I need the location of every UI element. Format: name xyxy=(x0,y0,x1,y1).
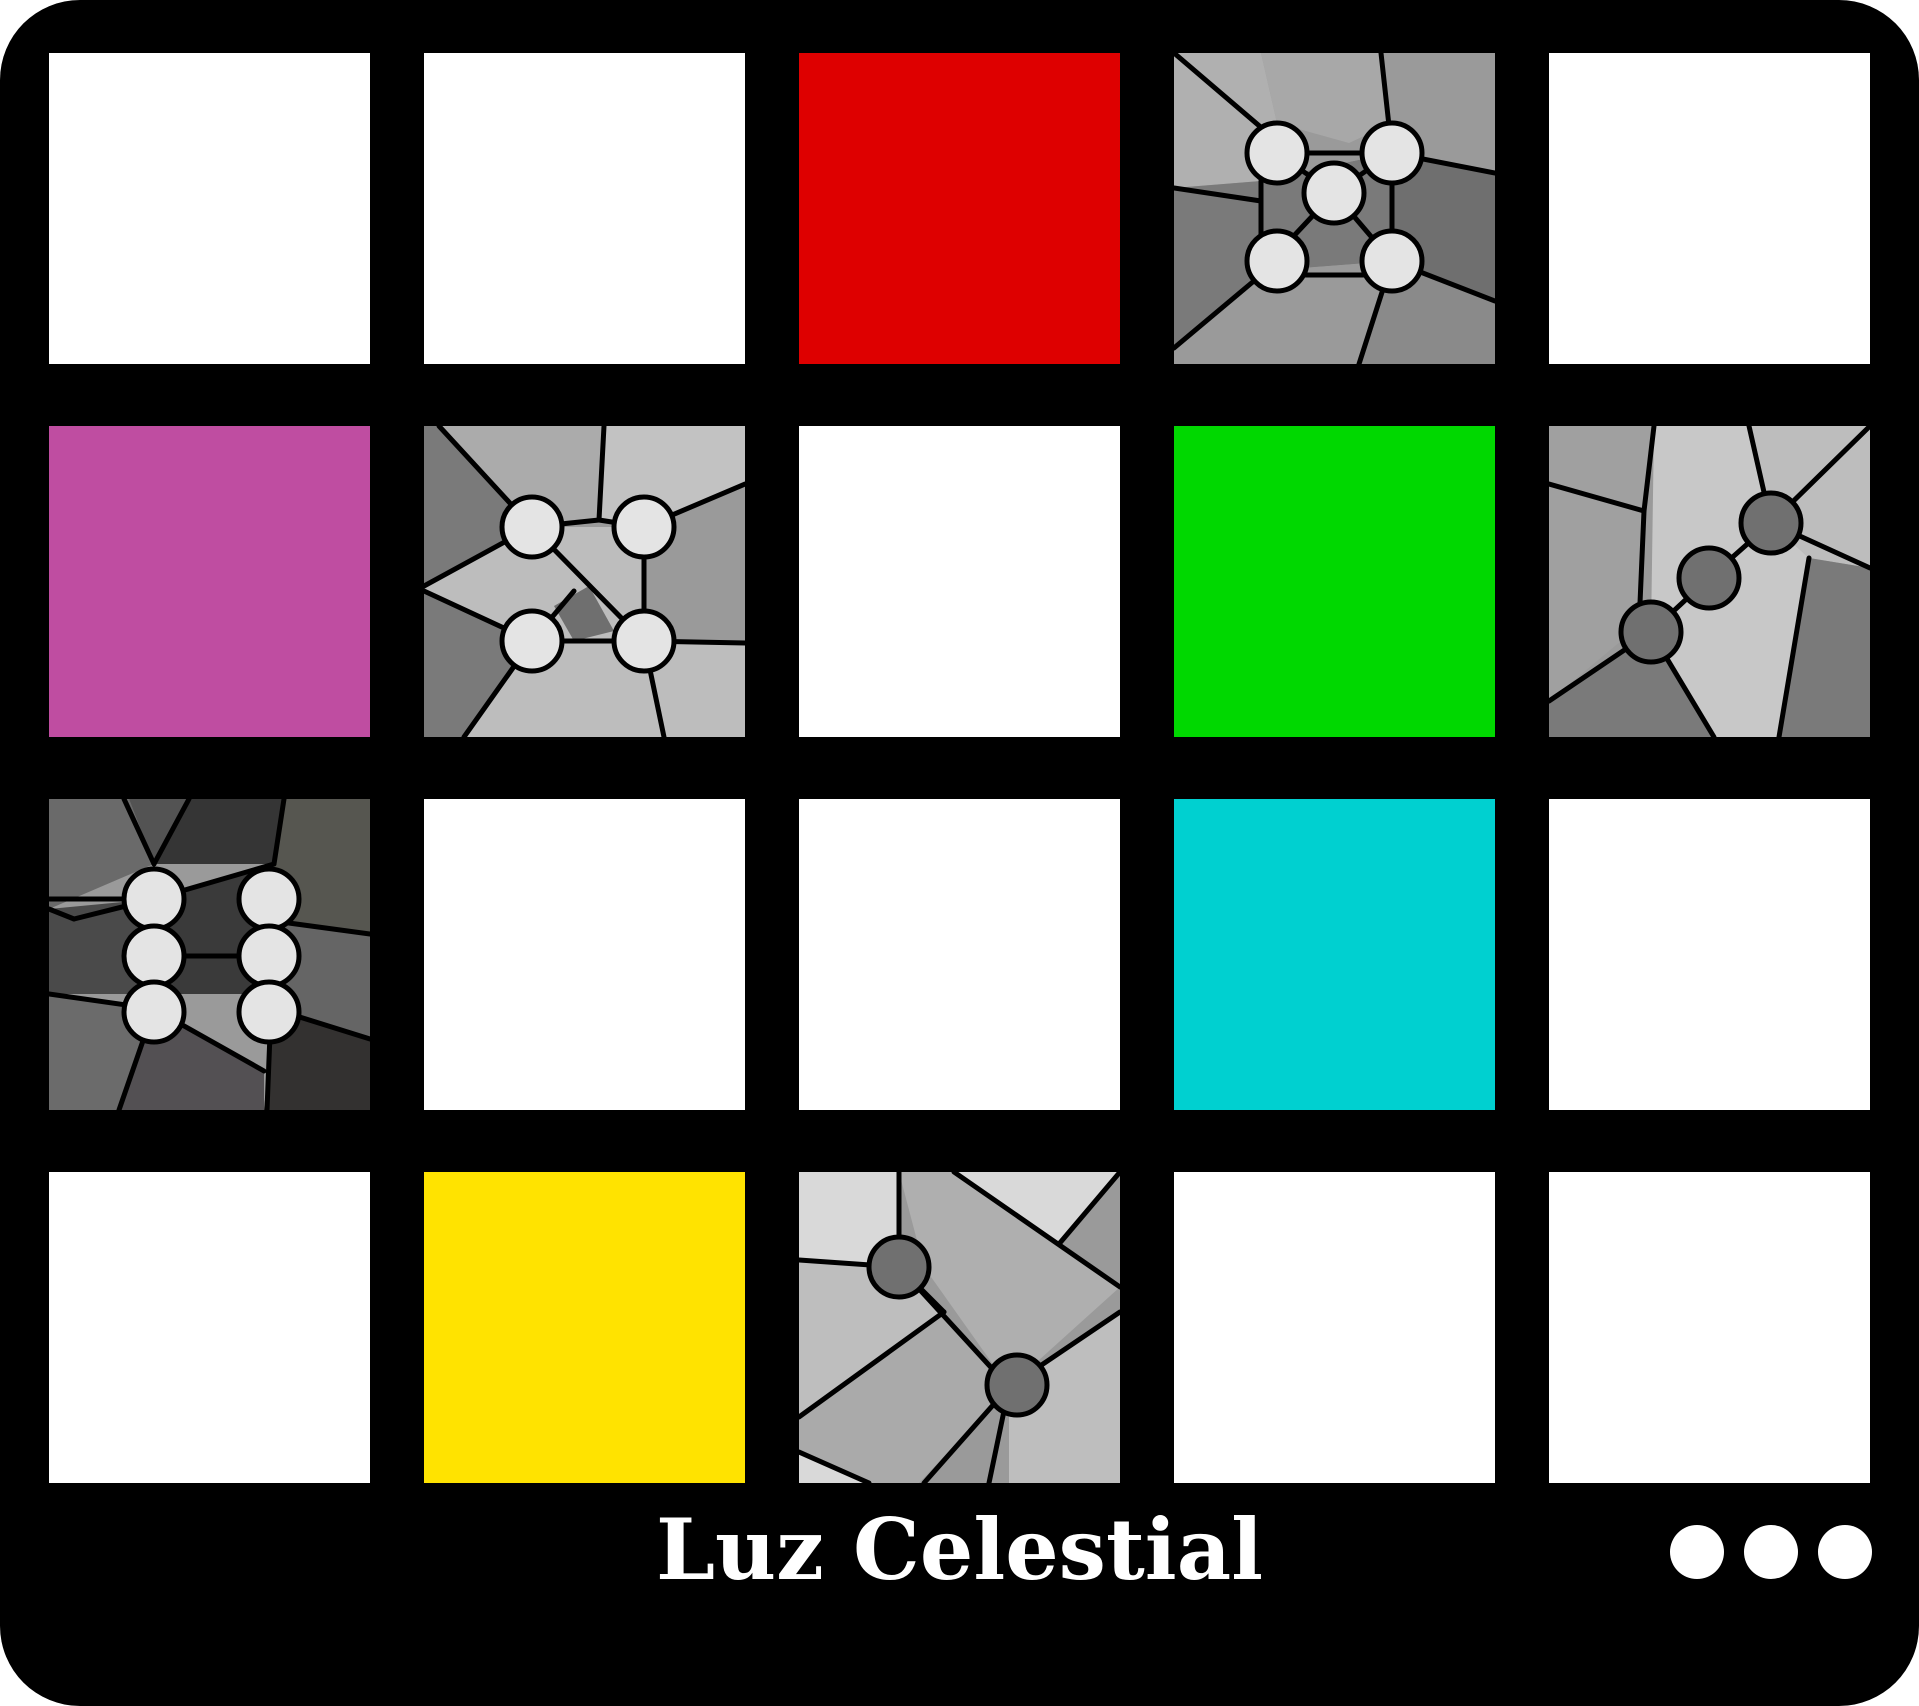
puzzle-edge xyxy=(121,799,157,867)
puzzle-graph xyxy=(799,1172,1120,1483)
puzzle-region xyxy=(49,799,154,909)
puzzle-region xyxy=(129,799,189,864)
puzzle-node xyxy=(499,494,565,560)
puzzle-graph xyxy=(1549,426,1870,737)
puzzle-node xyxy=(1244,228,1310,294)
puzzle-cell-p1[interactable] xyxy=(1174,53,1495,364)
empty-cell[interactable] xyxy=(49,1172,370,1483)
puzzle-node xyxy=(121,923,187,989)
puzzle-edge xyxy=(1174,185,1264,204)
puzzle-region xyxy=(1059,1172,1120,1287)
puzzle-edge xyxy=(271,799,287,867)
puzzle-node xyxy=(1244,120,1310,186)
puzzle-node xyxy=(236,979,302,1045)
puzzle-region xyxy=(1174,261,1392,364)
puzzle-graph xyxy=(49,799,370,1110)
puzzle-cell-p2[interactable] xyxy=(424,426,745,737)
puzzle-region xyxy=(1174,181,1261,348)
empty-cell[interactable] xyxy=(1549,53,1870,364)
puzzle-region xyxy=(439,426,604,527)
puzzle-region xyxy=(1009,1312,1120,1483)
puzzle-node xyxy=(121,866,187,932)
dot xyxy=(1818,1525,1872,1579)
puzzle-region xyxy=(1549,632,1714,737)
puzzle-graph xyxy=(424,426,745,737)
puzzle-edge xyxy=(1776,555,1812,737)
puzzle-node xyxy=(866,1234,932,1300)
puzzle-region xyxy=(424,426,532,586)
puzzle-node xyxy=(1738,490,1804,556)
color-cell-magenta[interactable] xyxy=(49,426,370,737)
puzzle-region xyxy=(899,1172,1120,1387)
puzzle-node xyxy=(984,1352,1050,1418)
puzzle-edge xyxy=(799,1309,947,1420)
dot xyxy=(1744,1525,1798,1579)
color-cell-green[interactable] xyxy=(1174,426,1495,737)
puzzle-graph xyxy=(1174,53,1495,364)
puzzle-edge xyxy=(799,1449,872,1483)
ellipsis-dots-icon[interactable] xyxy=(1670,1525,1872,1579)
puzzle-node xyxy=(1676,545,1742,611)
puzzle-edge xyxy=(1549,481,1647,514)
empty-cell[interactable] xyxy=(49,53,370,364)
puzzle-region xyxy=(154,799,284,864)
puzzle-cell-p5[interactable] xyxy=(799,1172,1120,1483)
puzzle-node xyxy=(121,979,187,1045)
level-title: Luz Celestial xyxy=(655,1500,1264,1599)
puzzle-node xyxy=(1359,120,1425,186)
puzzle-node xyxy=(1301,160,1367,226)
puzzle-node xyxy=(611,494,677,560)
puzzle-node xyxy=(1359,228,1425,294)
puzzle-region xyxy=(424,591,532,737)
puzzle-node xyxy=(236,923,302,989)
puzzle-region xyxy=(464,641,664,737)
empty-cell[interactable] xyxy=(424,53,745,364)
puzzle-region xyxy=(1749,426,1870,568)
puzzle-cell-p4[interactable] xyxy=(49,799,370,1110)
empty-cell[interactable] xyxy=(1549,1172,1870,1483)
puzzle-node xyxy=(499,608,565,674)
empty-cell[interactable] xyxy=(424,799,745,1110)
dot xyxy=(1670,1525,1724,1579)
puzzle-edge xyxy=(151,799,192,867)
puzzle-region xyxy=(1261,53,1392,143)
puzzle-edge xyxy=(951,1172,1120,1290)
color-cell-red[interactable] xyxy=(799,53,1120,364)
puzzle-cell-p3[interactable] xyxy=(1549,426,1870,737)
empty-cell[interactable] xyxy=(799,426,1120,737)
puzzle-node xyxy=(611,608,677,674)
empty-cell[interactable] xyxy=(1174,1172,1495,1483)
puzzle-edge xyxy=(49,906,77,922)
puzzle-edge xyxy=(1641,426,1657,514)
puzzle-edge xyxy=(1056,1172,1120,1247)
color-cell-yellow[interactable] xyxy=(424,1172,745,1483)
puzzle-region xyxy=(644,641,745,737)
puzzle-node xyxy=(236,866,302,932)
puzzle-region xyxy=(1549,484,1644,701)
color-cell-cyan[interactable] xyxy=(1174,799,1495,1110)
puzzle-node xyxy=(1618,599,1684,665)
puzzle-region xyxy=(799,1260,944,1417)
empty-cell[interactable] xyxy=(1549,799,1870,1110)
puzzle-edge xyxy=(596,426,607,523)
puzzle-region xyxy=(799,1172,899,1267)
puzzle-edge xyxy=(1174,272,1264,351)
puzzle-region xyxy=(799,1312,1009,1483)
puzzle-region xyxy=(954,1172,1120,1244)
empty-cell[interactable] xyxy=(799,799,1120,1110)
